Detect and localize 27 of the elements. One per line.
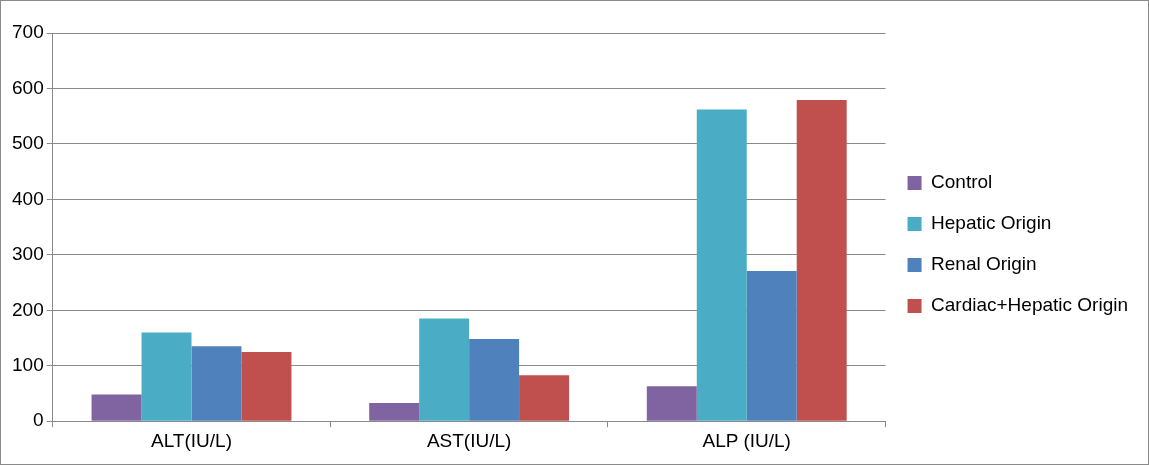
bar xyxy=(469,339,520,421)
legend-label: Cardiac+Hepatic Origin xyxy=(931,294,1128,316)
bar xyxy=(519,375,570,421)
bar xyxy=(796,100,847,421)
legend-label: Control xyxy=(931,171,993,193)
y-tick-label: 100 xyxy=(12,353,44,375)
bar xyxy=(419,318,470,421)
y-tick-label: 400 xyxy=(12,187,44,209)
x-tick-label: AST(IU/L) xyxy=(426,429,512,451)
y-tick-label: 500 xyxy=(12,132,44,154)
bar xyxy=(241,351,292,421)
bar xyxy=(141,332,192,421)
legend-label: Hepatic Origin xyxy=(931,212,1052,234)
bar xyxy=(369,402,420,421)
bar xyxy=(91,394,142,421)
x-tick-label: ALP (IU/L) xyxy=(702,429,791,451)
y-tick-label: 700 xyxy=(12,21,44,43)
bar xyxy=(696,109,747,421)
x-tick-label: ALT(IU/L) xyxy=(151,429,232,451)
bar xyxy=(191,346,242,421)
legend-label: Renal Origin xyxy=(931,253,1037,275)
bar xyxy=(746,270,797,421)
y-tick-label: 600 xyxy=(12,76,44,98)
y-tick-label: 300 xyxy=(12,243,44,265)
y-tick-label: 0 xyxy=(33,409,44,431)
y-tick-label: 200 xyxy=(12,298,44,320)
bar xyxy=(646,386,697,421)
